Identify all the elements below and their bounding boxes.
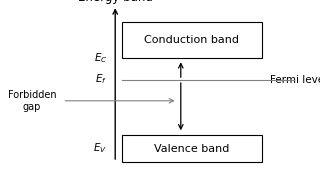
Text: $E_V$: $E_V$ <box>93 142 107 155</box>
Text: $E_f$: $E_f$ <box>95 73 107 86</box>
Text: Energy band: Energy band <box>78 0 153 4</box>
Text: Conduction band: Conduction band <box>145 35 239 45</box>
Bar <box>122 135 262 162</box>
Text: Valence band: Valence band <box>154 143 230 154</box>
Text: Fermi level: Fermi level <box>270 75 320 85</box>
Text: $E_C$: $E_C$ <box>94 52 107 65</box>
Bar <box>122 22 262 58</box>
Text: Forbidden
gap: Forbidden gap <box>8 90 56 112</box>
